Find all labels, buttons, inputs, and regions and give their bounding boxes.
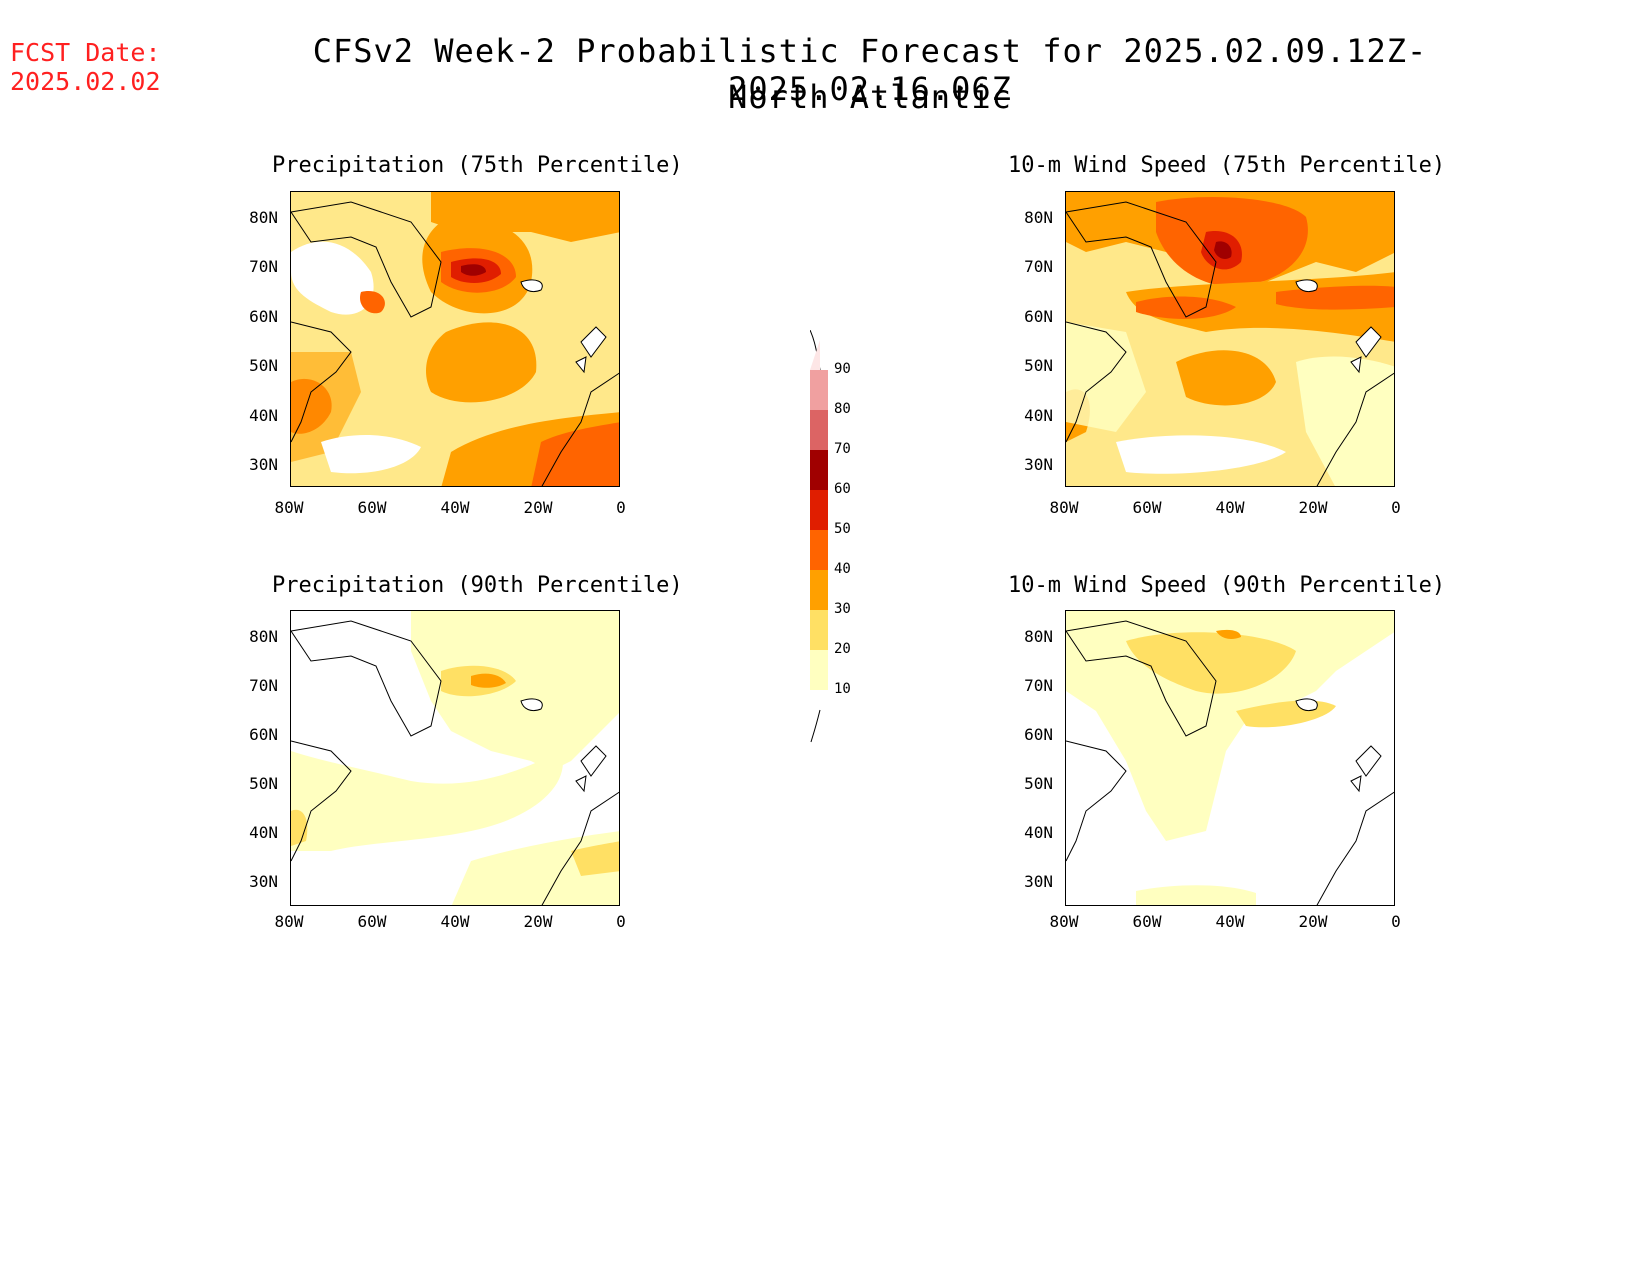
forecast-date-value: 2025.02.02 (10, 67, 161, 96)
lon-tick: 20W (523, 498, 553, 517)
lat-tick: 80N (249, 627, 278, 646)
lat-tick: 50N (249, 774, 278, 793)
lat-tick: 50N (249, 356, 278, 375)
map-wind-90 (1065, 610, 1395, 906)
colorbar-swatch (810, 410, 828, 450)
colorbar-label: 60 (834, 481, 851, 497)
lat-tick: 70N (1024, 257, 1053, 276)
lat-tick: 80N (1024, 627, 1053, 646)
lat-tick: 60N (249, 725, 278, 744)
colorbar-label: 40 (834, 561, 851, 577)
lon-tick: 60W (357, 912, 387, 931)
lat-tick: 40N (249, 823, 278, 842)
lon-tick: 20W (523, 912, 553, 931)
lat-tick: 50N (1024, 774, 1053, 793)
colorbar-swatch (810, 530, 828, 570)
lon-tick: 40W (1215, 912, 1245, 931)
lon-tick: 80W (274, 498, 304, 517)
lat-tick: 80N (1024, 208, 1053, 227)
colorbar-label: 20 (834, 641, 851, 657)
colorbar-label: 70 (834, 441, 851, 457)
colorbar-swatch (810, 370, 828, 410)
panel-title-wind-90: 10-m Wind Speed (90th Percentile) (1008, 573, 1446, 598)
colorbar-label: 90 (834, 361, 851, 377)
colorbar-swatch (810, 490, 828, 530)
lon-tick: 0 (616, 912, 626, 931)
colorbar-swatch (810, 650, 828, 690)
lon-tick: 60W (357, 498, 387, 517)
lat-tick: 70N (249, 676, 278, 695)
lon-tick: 40W (1215, 498, 1245, 517)
colorbar-swatch (810, 450, 828, 490)
lon-tick: 60W (1132, 912, 1162, 931)
lat-tick: 70N (1024, 676, 1053, 695)
lon-tick: 0 (616, 498, 626, 517)
colorbar-graphic (809, 329, 828, 743)
lat-tick: 40N (249, 406, 278, 425)
lon-tick: 80W (274, 912, 304, 931)
lon-tick: 60W (1132, 498, 1162, 517)
panel-title-wind-75: 10-m Wind Speed (75th Percentile) (1008, 153, 1446, 178)
panel-title-precip-90: Precipitation (90th Percentile) (272, 573, 683, 598)
colorbar-label: 50 (834, 521, 851, 537)
lat-tick: 70N (249, 257, 278, 276)
lon-tick: 80W (1049, 498, 1079, 517)
lon-tick: 40W (440, 498, 470, 517)
lat-tick: 60N (1024, 725, 1053, 744)
lon-tick: 0 (1391, 498, 1401, 517)
page-title: CFSv2 Week-2 Probabilistic Forecast for … (312, 32, 1428, 108)
lat-tick: 50N (1024, 356, 1053, 375)
lon-tick: 20W (1298, 912, 1328, 931)
panel-title-precip-75: Precipitation (75th Percentile) (272, 153, 683, 178)
lon-tick: 20W (1298, 498, 1328, 517)
map-precip-90 (290, 610, 620, 906)
lat-tick: 60N (1024, 307, 1053, 326)
lon-tick: 40W (440, 912, 470, 931)
lat-tick: 30N (249, 455, 278, 474)
map-precip-75 (290, 191, 620, 487)
colorbar: 90 80 70 60 50 40 30 20 10 (809, 329, 870, 754)
lat-tick: 30N (1024, 455, 1053, 474)
colorbar-label: 80 (834, 401, 851, 417)
lat-tick: 80N (249, 208, 278, 227)
map-wind-75 (1065, 191, 1395, 487)
region-subtitle: North Atlantic (728, 78, 1012, 116)
lon-tick: 0 (1391, 912, 1401, 931)
colorbar-cap (810, 340, 820, 370)
lat-tick: 30N (249, 872, 278, 891)
forecast-date-label: FCST Date: (10, 38, 161, 67)
colorbar-swatch (810, 610, 828, 650)
lat-tick: 30N (1024, 872, 1053, 891)
lat-tick: 60N (249, 307, 278, 326)
forecast-date: FCST Date: 2025.02.02 (10, 38, 161, 96)
colorbar-label: 30 (834, 601, 851, 617)
lat-tick: 40N (1024, 823, 1053, 842)
colorbar-label: 10 (834, 681, 851, 697)
colorbar-swatch (810, 570, 828, 610)
lon-tick: 80W (1049, 912, 1079, 931)
lat-tick: 40N (1024, 406, 1053, 425)
